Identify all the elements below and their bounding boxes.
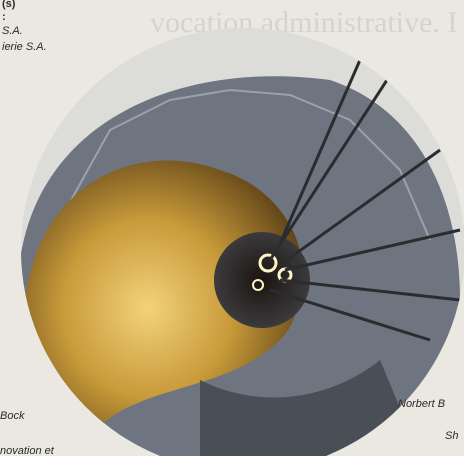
caption: Bock — [0, 410, 25, 422]
text-fragment: : — [2, 11, 6, 23]
text-fragment: ierie S.A. — [2, 41, 47, 53]
caption: Norbert B — [398, 398, 446, 410]
caption: novation et — [0, 445, 54, 456]
text-fragment: (s) — [2, 0, 16, 10]
text-fragment: S.A. — [2, 25, 23, 37]
caption: Sh — [445, 430, 459, 442]
